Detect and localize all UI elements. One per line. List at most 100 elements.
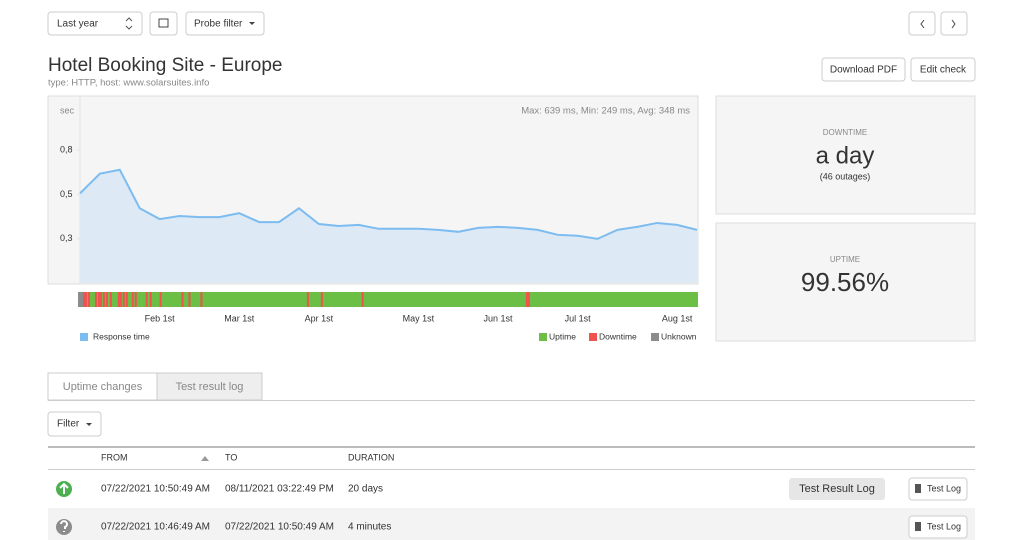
card-value: a day: [816, 142, 875, 169]
page-title: Hotel Booking Site - Europe: [48, 55, 282, 76]
tab-label: Test result log: [176, 381, 244, 393]
prev-icon: [920, 19, 925, 29]
downtime-mark: [525, 292, 528, 307]
select-icon: [125, 17, 133, 30]
table-header: DURATION: [348, 452, 394, 462]
chart-stats: Max: 639 ms, Min: 249 ms, Avg: 348 ms: [521, 106, 690, 117]
downtime-mark: [181, 292, 184, 307]
downtime-mark: [361, 292, 364, 307]
cell: 20 days: [348, 484, 383, 495]
next-icon: [951, 19, 956, 29]
filter-label: Filter: [57, 419, 80, 430]
period-select[interactable]: [47, 11, 143, 36]
unknown-segment: [78, 292, 83, 307]
downtime-mark: [131, 292, 134, 307]
x-tick-label: Apr 1st: [305, 313, 334, 323]
tab[interactable]: [156, 372, 263, 401]
x-tick-label: Aug 1st: [662, 313, 693, 323]
legend-label: Response time: [93, 331, 150, 341]
table-header: FROM: [101, 452, 128, 462]
probe-filter-label: Probe filter: [194, 19, 243, 30]
question-mark: [60, 520, 68, 532]
y-tick-label: 0,8: [60, 145, 73, 155]
downtime-mark: [200, 292, 203, 307]
cell: 07/22/2021 10:50:49 AM: [101, 484, 210, 495]
up-arrow: [59, 482, 69, 494]
card-note: (46 outages): [820, 171, 871, 181]
legend-swatch: [539, 333, 547, 341]
legend-label: Downtime: [599, 331, 637, 341]
log-icon: [915, 522, 921, 531]
x-tick-label: Jul 1st: [565, 313, 592, 323]
downtime-mark: [82, 292, 85, 307]
line: [79, 168, 698, 240]
edit-check-label: Edit check: [920, 65, 967, 76]
card-label: UPTIME: [830, 255, 860, 264]
downtime-mark: [527, 292, 530, 307]
table-header: TO: [225, 452, 237, 462]
downtime-mark: [134, 292, 137, 307]
downtime-mark: [188, 292, 191, 307]
caret: [249, 22, 255, 25]
sort-icon[interactable]: [201, 456, 209, 461]
test-log-button[interactable]: [908, 515, 968, 539]
legend-label: Uptime: [549, 331, 576, 341]
downtime-mark: [84, 292, 87, 307]
cell: 07/22/2021 10:50:49 AM: [225, 522, 334, 533]
caret: [86, 423, 92, 426]
downtime-mark: [117, 292, 120, 307]
tab[interactable]: [47, 372, 158, 401]
downtime-mark: [122, 292, 125, 307]
status-marks: [78, 292, 530, 307]
y-tick-label: 0,5: [60, 189, 73, 199]
tooltip: [789, 478, 885, 500]
y-axis-label: sec: [60, 105, 75, 115]
downtime-mark: [149, 292, 152, 307]
uptime-card: [715, 222, 976, 342]
downtime-mark: [159, 292, 162, 307]
test-log-label: Test Log: [927, 521, 961, 531]
downtime-mark: [109, 292, 112, 307]
downtime-mark: [99, 292, 102, 307]
test-log-button[interactable]: [908, 477, 968, 501]
cell: 07/22/2021 10:46:49 AM: [101, 522, 210, 533]
edit-check-button[interactable]: [910, 57, 976, 82]
downtime-mark: [145, 292, 148, 307]
status-bar: [78, 292, 698, 307]
downtime-mark: [97, 292, 100, 307]
y-tick-label: 0,3: [60, 233, 73, 243]
tab-label: Uptime changes: [63, 381, 143, 393]
period-label: Last year: [57, 19, 99, 30]
x-tick-label: May 1st: [403, 313, 435, 323]
downtime-mark: [320, 292, 323, 307]
calendar-button[interactable]: [149, 11, 178, 36]
probe-filter-button[interactable]: [185, 11, 265, 36]
downtime-mark: [94, 292, 97, 307]
tooltip-text: Test Result Log: [799, 483, 875, 495]
legend-label: Unknown: [661, 331, 697, 341]
downtime-mark: [306, 292, 309, 307]
filter-button[interactable]: [47, 411, 102, 437]
card-label: DOWNTIME: [823, 128, 867, 137]
row-background: [48, 508, 975, 540]
plot: 0,3 0,5 0,8 Feb 1st Mar 1st Apr 1st May 1st Jun…: [60, 145, 698, 323]
legend: Response time Uptime Downtime Unknown: [80, 331, 697, 341]
calendar-icon: [158, 18, 169, 28]
cell: 4 minutes: [348, 522, 391, 533]
downtime-mark: [125, 292, 128, 307]
test-log-label: Test Log: [927, 483, 961, 493]
legend-swatch: [651, 333, 659, 341]
page-subtitle: type: HTTP, host: www.solarsuites.info: [48, 78, 209, 89]
download-pdf-label: Download PDF: [830, 65, 897, 76]
log-icon: [915, 484, 921, 493]
download-pdf-button[interactable]: [821, 57, 906, 82]
legend-swatch: [80, 333, 88, 341]
x-tick-label: Jun 1st: [483, 313, 513, 323]
x-tick-label: Feb 1st: [145, 313, 176, 323]
legend-swatch: [589, 333, 597, 341]
downtime-mark: [87, 292, 90, 307]
area: [80, 169, 697, 283]
downtime-mark: [105, 292, 108, 307]
x-tick-label: Mar 1st: [224, 313, 255, 323]
